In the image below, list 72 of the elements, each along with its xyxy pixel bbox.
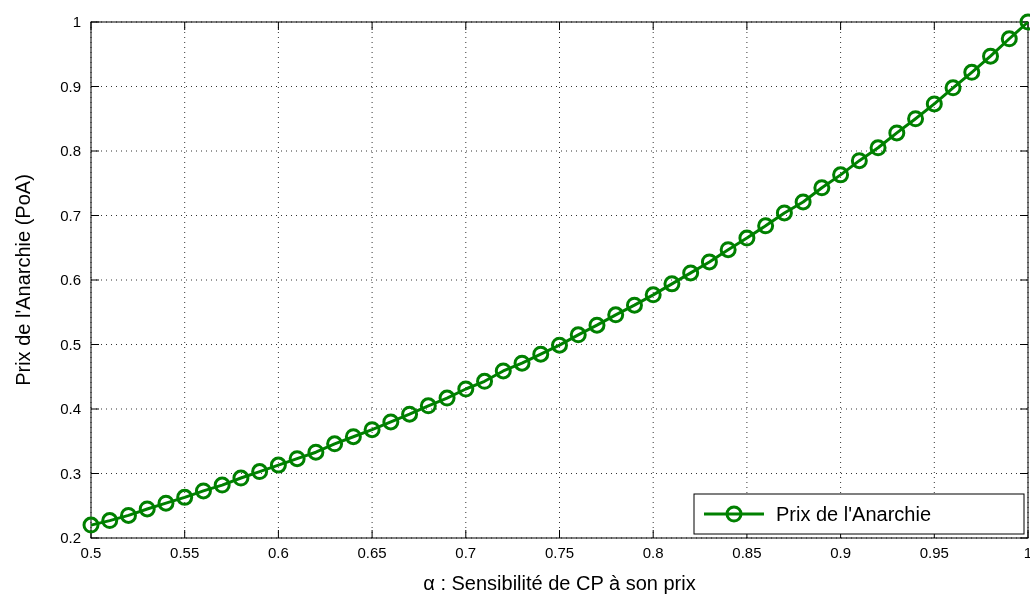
- point: [982, 47, 1000, 65]
- point: [850, 152, 868, 170]
- point: [963, 63, 981, 81]
- point: [326, 435, 344, 453]
- point: [607, 306, 625, 324]
- y-tick-label: 0.2: [60, 529, 81, 546]
- x-tick-label: 0.5: [80, 544, 102, 561]
- point: [888, 124, 906, 142]
- point: [551, 336, 568, 354]
- point: [907, 110, 925, 128]
- point: [700, 253, 718, 271]
- point: [176, 488, 194, 506]
- x-tick-label: 0.7: [455, 544, 477, 561]
- point: [869, 139, 887, 157]
- point: [494, 362, 512, 380]
- y-tick-label: 0.4: [60, 400, 81, 417]
- y-tick-label: 0.5: [60, 335, 81, 353]
- y-tick-label: 0.7: [60, 206, 81, 224]
- y-tick-label: 0.3: [60, 464, 81, 482]
- point: [532, 345, 550, 363]
- point: [794, 193, 812, 211]
- point: [925, 95, 943, 113]
- x-tick-label: 0.85: [732, 544, 762, 561]
- point: [194, 482, 212, 500]
- point: [269, 456, 287, 474]
- point: [138, 500, 156, 518]
- x-axis-title: α : Sensibilité de CP à son prix: [423, 572, 696, 594]
- point: [513, 354, 531, 372]
- x-tick-label: 0.95: [919, 544, 949, 561]
- point: [588, 316, 606, 334]
- point: [101, 512, 119, 530]
- y-tick-label: 1: [72, 13, 81, 30]
- point: [119, 506, 137, 524]
- point: [757, 217, 775, 235]
- point: [775, 204, 793, 222]
- point: [625, 296, 643, 314]
- point: [382, 413, 400, 431]
- point: [682, 264, 700, 282]
- point: [438, 389, 456, 407]
- point: [738, 229, 756, 247]
- point: [401, 405, 419, 423]
- x-tick-label: 0.9: [830, 544, 852, 561]
- point: [288, 450, 306, 468]
- y-tick-label: 0.8: [60, 142, 81, 159]
- point: [213, 476, 231, 494]
- point: [1000, 30, 1018, 48]
- point: [157, 494, 175, 512]
- point: [232, 469, 250, 487]
- x-tick-label: 0.65: [357, 544, 387, 561]
- point: [419, 397, 437, 415]
- point: [344, 428, 362, 446]
- y-axis-title: Prix de l'Anarchie (PoA): [12, 174, 34, 386]
- x-tick-label: 0.75: [544, 544, 575, 561]
- legend-label: Prix de l'Anarchie: [776, 503, 931, 525]
- point: [251, 463, 269, 481]
- point: [813, 179, 831, 197]
- point: [476, 372, 494, 390]
- point: [82, 516, 100, 534]
- point: [569, 326, 587, 344]
- point: [832, 166, 850, 184]
- point: [644, 286, 662, 304]
- point: [307, 443, 325, 461]
- point: [363, 421, 381, 439]
- point: [663, 275, 681, 293]
- point: [457, 380, 475, 398]
- x-tick-label: 0.6: [267, 544, 289, 561]
- point: [719, 241, 737, 259]
- y-tick-label: 0.9: [60, 77, 81, 95]
- point: [944, 79, 962, 97]
- x-tick-label: 0.8: [642, 544, 664, 561]
- x-tick-label: 0.55: [170, 544, 200, 561]
- y-tick-label: 0.6: [60, 271, 81, 288]
